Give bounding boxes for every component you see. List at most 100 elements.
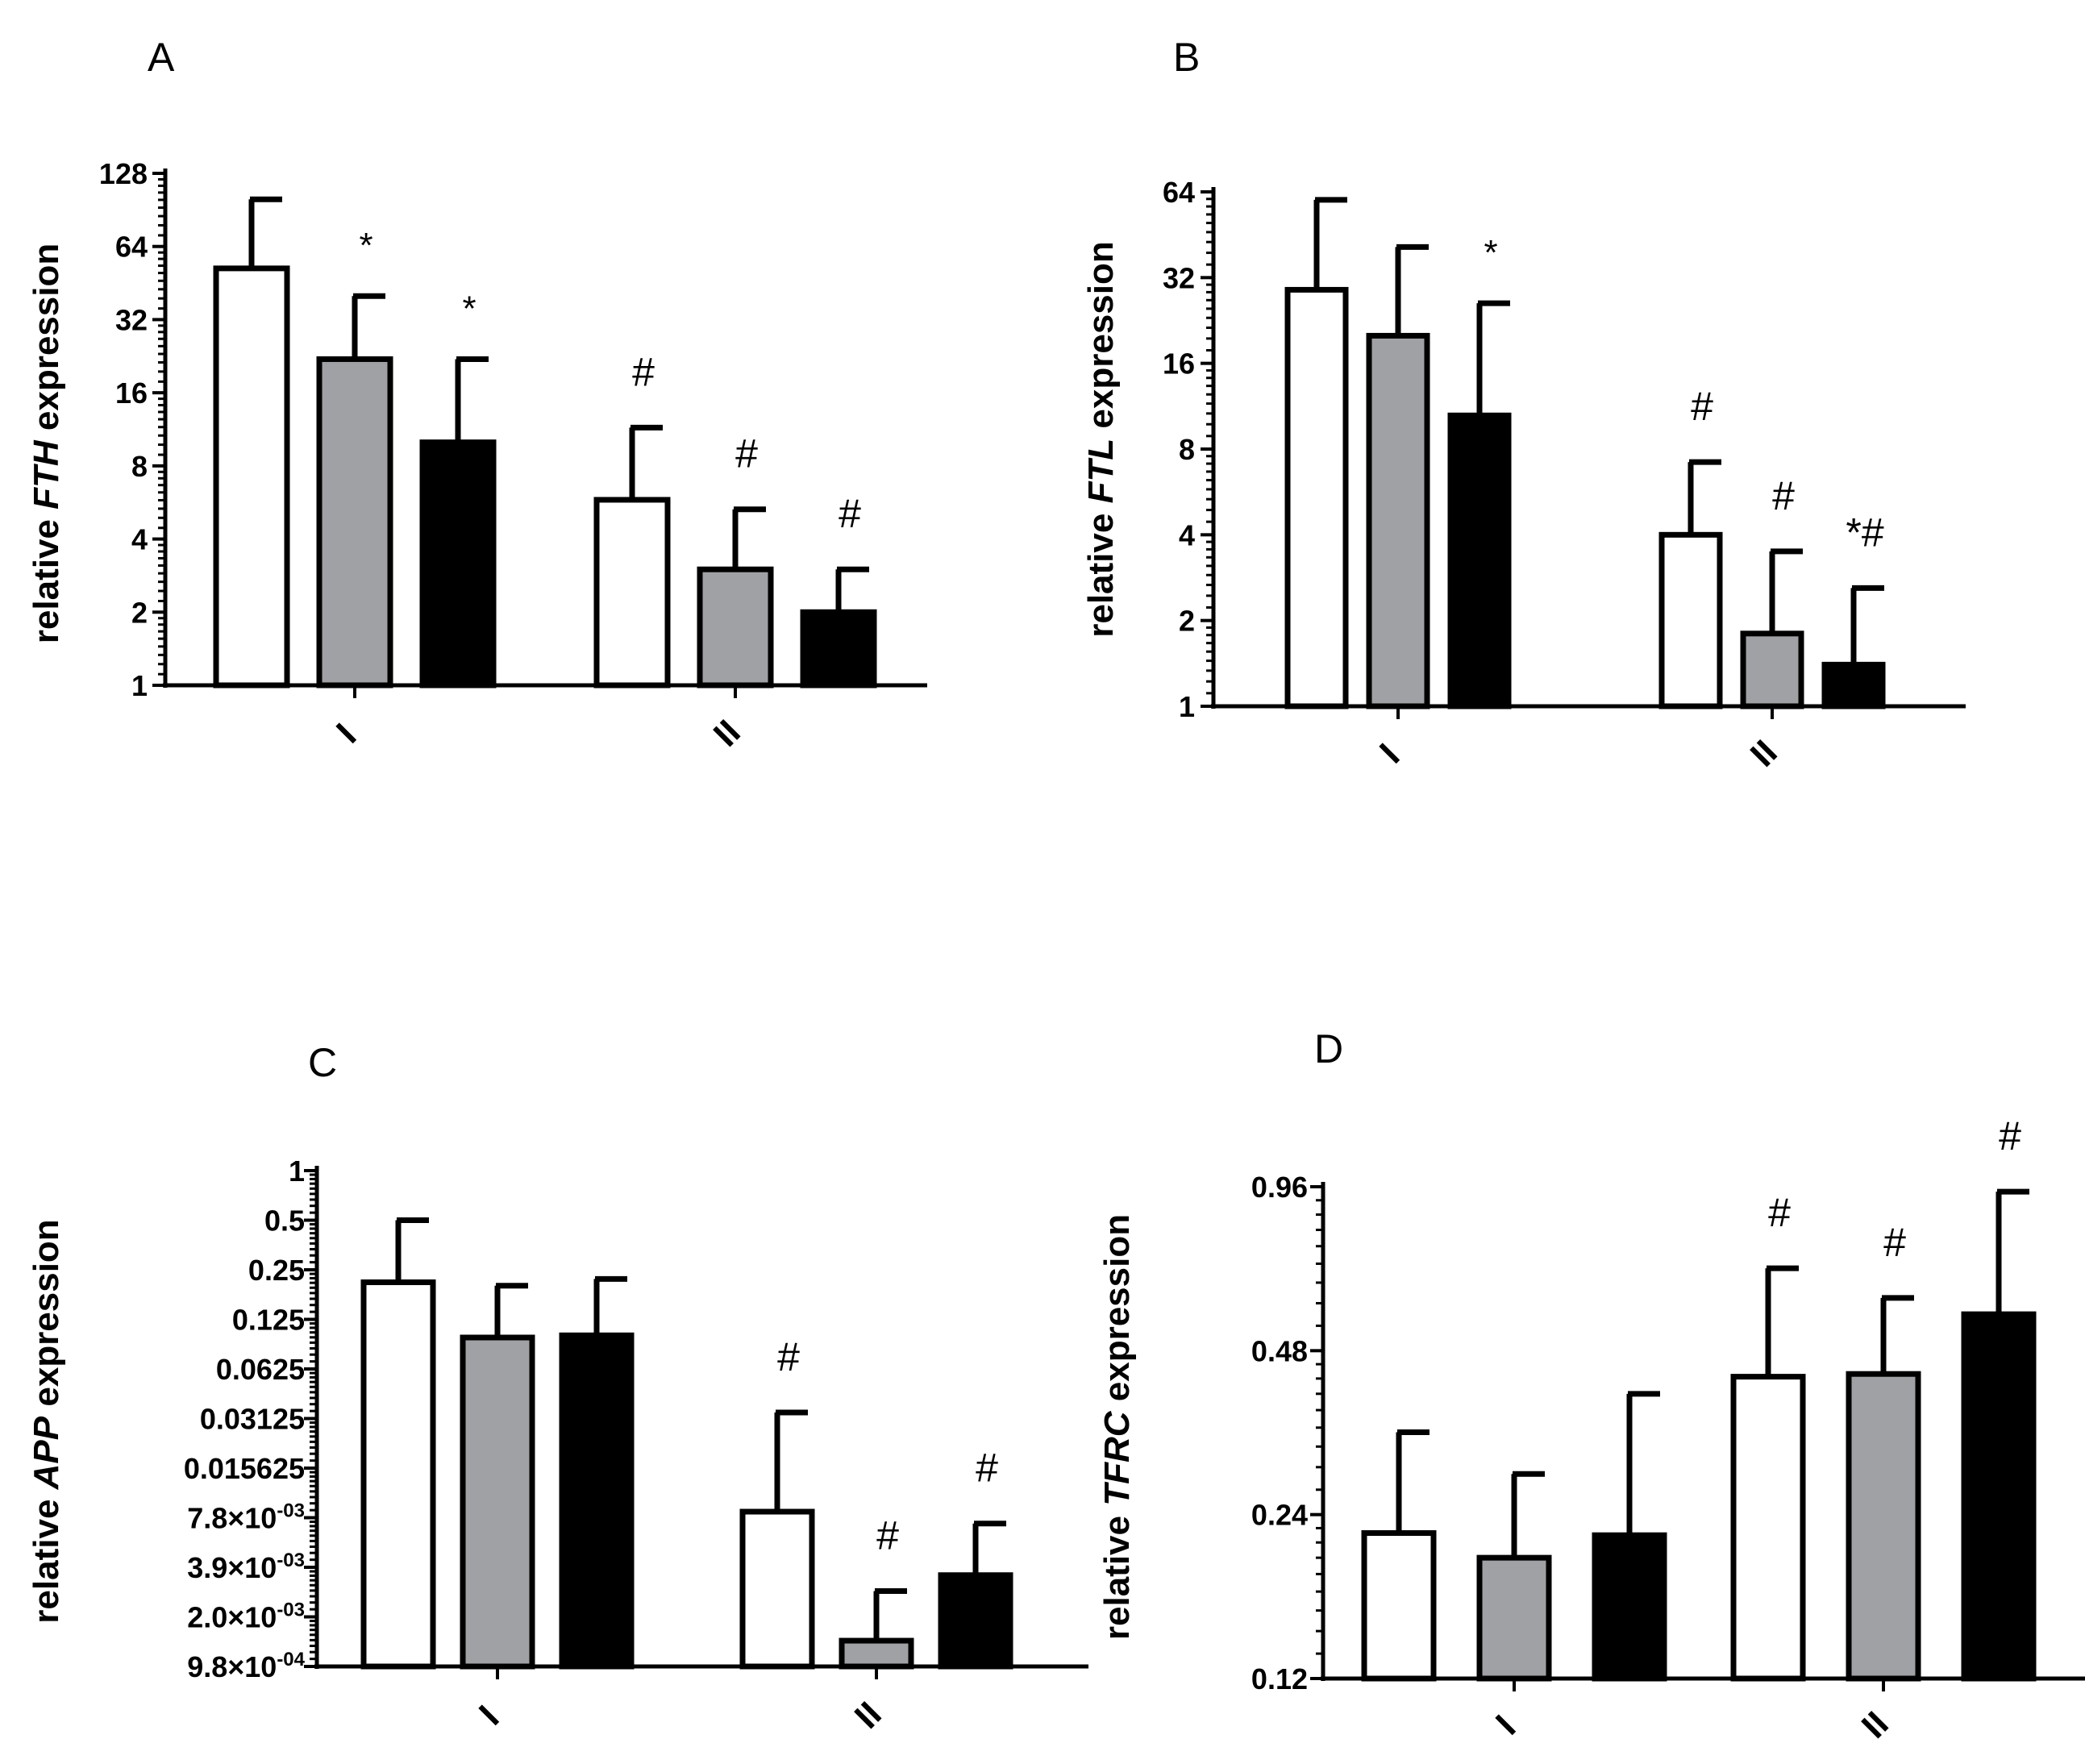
tick-mantissa: 0.0625 (216, 1353, 305, 1386)
significance-mark: # (1883, 1220, 1906, 1265)
bar-grey (1476, 1554, 1552, 1682)
y-axis-label-part: relative (1081, 503, 1121, 637)
significance-mark: # (976, 1446, 998, 1491)
y-tick-label: 0.48 (1251, 1334, 1308, 1367)
x-category-label: II (847, 1695, 889, 1737)
tick-exponent: -03 (277, 1600, 305, 1621)
y-tick-label: 32 (1163, 261, 1195, 294)
tick-times: ×10 (227, 1502, 277, 1535)
y-tick-label: 1 (289, 1155, 305, 1188)
y-axis-label-part: relative (1097, 1506, 1137, 1640)
y-axis-label-part: relative (27, 1489, 66, 1623)
bar-white (360, 1279, 436, 1670)
bar-white (739, 1508, 815, 1670)
y-axis-label-part: expression (1081, 241, 1121, 439)
significance-mark: # (839, 491, 861, 536)
panel-letter: B (1173, 35, 1200, 80)
tick-exponent: -04 (277, 1649, 305, 1670)
significance-mark: # (1999, 1113, 2021, 1159)
y-tick-label: 8 (1179, 433, 1195, 466)
bar-white (1658, 531, 1723, 709)
y-tick-label: 0.96 (1251, 1171, 1308, 1204)
y-tick-label: 7.8×10-03 (187, 1500, 305, 1535)
significance-mark: *# (1846, 510, 1883, 555)
tick-mantissa: 3.9 (187, 1551, 227, 1584)
y-tick-label: 1 (131, 669, 148, 702)
y-tick-label: 128 (99, 157, 148, 190)
y-tick-label: 4 (131, 523, 148, 556)
tick-mantissa: 0.015625 (184, 1452, 305, 1485)
gene-name: TFRC (1097, 1410, 1137, 1506)
bar-grey (839, 1637, 914, 1670)
y-tick-label: 16 (1163, 347, 1195, 381)
bar-white (1730, 1374, 1806, 1682)
y-tick-label: 9.8×10-04 (187, 1649, 305, 1683)
significance-mark: # (1768, 1190, 1791, 1235)
y-tick-label: 8 (131, 450, 148, 483)
bar-grey (1740, 630, 1804, 709)
y-tick-label: 0.5 (264, 1204, 305, 1238)
y-tick-label: 64 (1163, 176, 1195, 209)
bar-white (593, 497, 671, 689)
x-category-label: II (1743, 733, 1785, 775)
y-tick-label: 4 (1179, 518, 1195, 551)
tick-times: ×10 (227, 1601, 277, 1634)
y-tick-label: 64 (115, 231, 148, 264)
significance-mark: # (735, 431, 758, 476)
panel-letter: C (308, 1040, 337, 1085)
x-category-label: I (1488, 1708, 1523, 1742)
x-category-label: I (329, 716, 364, 751)
tick-exponent: -03 (277, 1500, 305, 1522)
x-category-label: I (1372, 736, 1407, 771)
bar-black (938, 1572, 1013, 1670)
x-category-label: I (472, 1698, 506, 1733)
y-axis-label-part: expression (27, 243, 66, 441)
significance-mark: # (876, 1513, 899, 1558)
bar-black (1821, 661, 1886, 709)
y-tick-label: 2 (1179, 605, 1195, 638)
y-tick-label: 0.12 (1251, 1662, 1308, 1695)
panel-letter: D (1314, 1026, 1343, 1071)
bar-grey (697, 566, 774, 689)
gene-name: FTH (27, 439, 66, 510)
panel-letter: A (148, 35, 175, 80)
y-tick-label: 3.9×10-03 (187, 1550, 305, 1584)
y-tick-label: 32 (115, 303, 148, 336)
tick-mantissa: 0.5 (264, 1204, 305, 1238)
y-tick-label: 2.0×10-03 (187, 1600, 305, 1634)
tick-mantissa: 0.25 (248, 1254, 305, 1287)
bar-white (1284, 286, 1349, 709)
bar-black (1961, 1311, 2037, 1682)
tick-exponent: -03 (277, 1550, 305, 1571)
bar-black (1447, 412, 1512, 709)
y-tick-label: 0.0625 (216, 1353, 305, 1386)
y-axis-label: relative APP expression (27, 1219, 66, 1623)
x-category-label: II (1854, 1704, 1896, 1746)
bar-grey (1366, 332, 1430, 709)
tick-mantissa: 0.125 (232, 1304, 305, 1337)
tick-times: ×10 (227, 1650, 277, 1683)
y-tick-label: 1 (1179, 690, 1195, 723)
gene-name: APP (27, 1416, 66, 1490)
tick-mantissa: 7.8 (187, 1502, 227, 1535)
y-axis-label-part: relative (27, 510, 66, 643)
y-axis-label: relative FTH expression (27, 243, 66, 643)
bar-black (419, 439, 497, 689)
y-tick-label: 0.015625 (184, 1452, 305, 1485)
bar-grey (460, 1334, 535, 1670)
bar-white (213, 265, 290, 689)
significance-mark: # (1691, 384, 1713, 429)
y-axis-label: relative FTL expression (1081, 241, 1121, 638)
bar-black (1592, 1532, 1667, 1682)
significance-mark: # (1772, 473, 1795, 518)
significance-mark: # (777, 1334, 800, 1379)
significance-mark: * (462, 289, 476, 328)
y-tick-label: 2 (131, 596, 148, 629)
bar-grey (1846, 1371, 1921, 1682)
y-axis-label-part: expression (1097, 1214, 1137, 1412)
tick-mantissa: 1 (289, 1155, 305, 1188)
